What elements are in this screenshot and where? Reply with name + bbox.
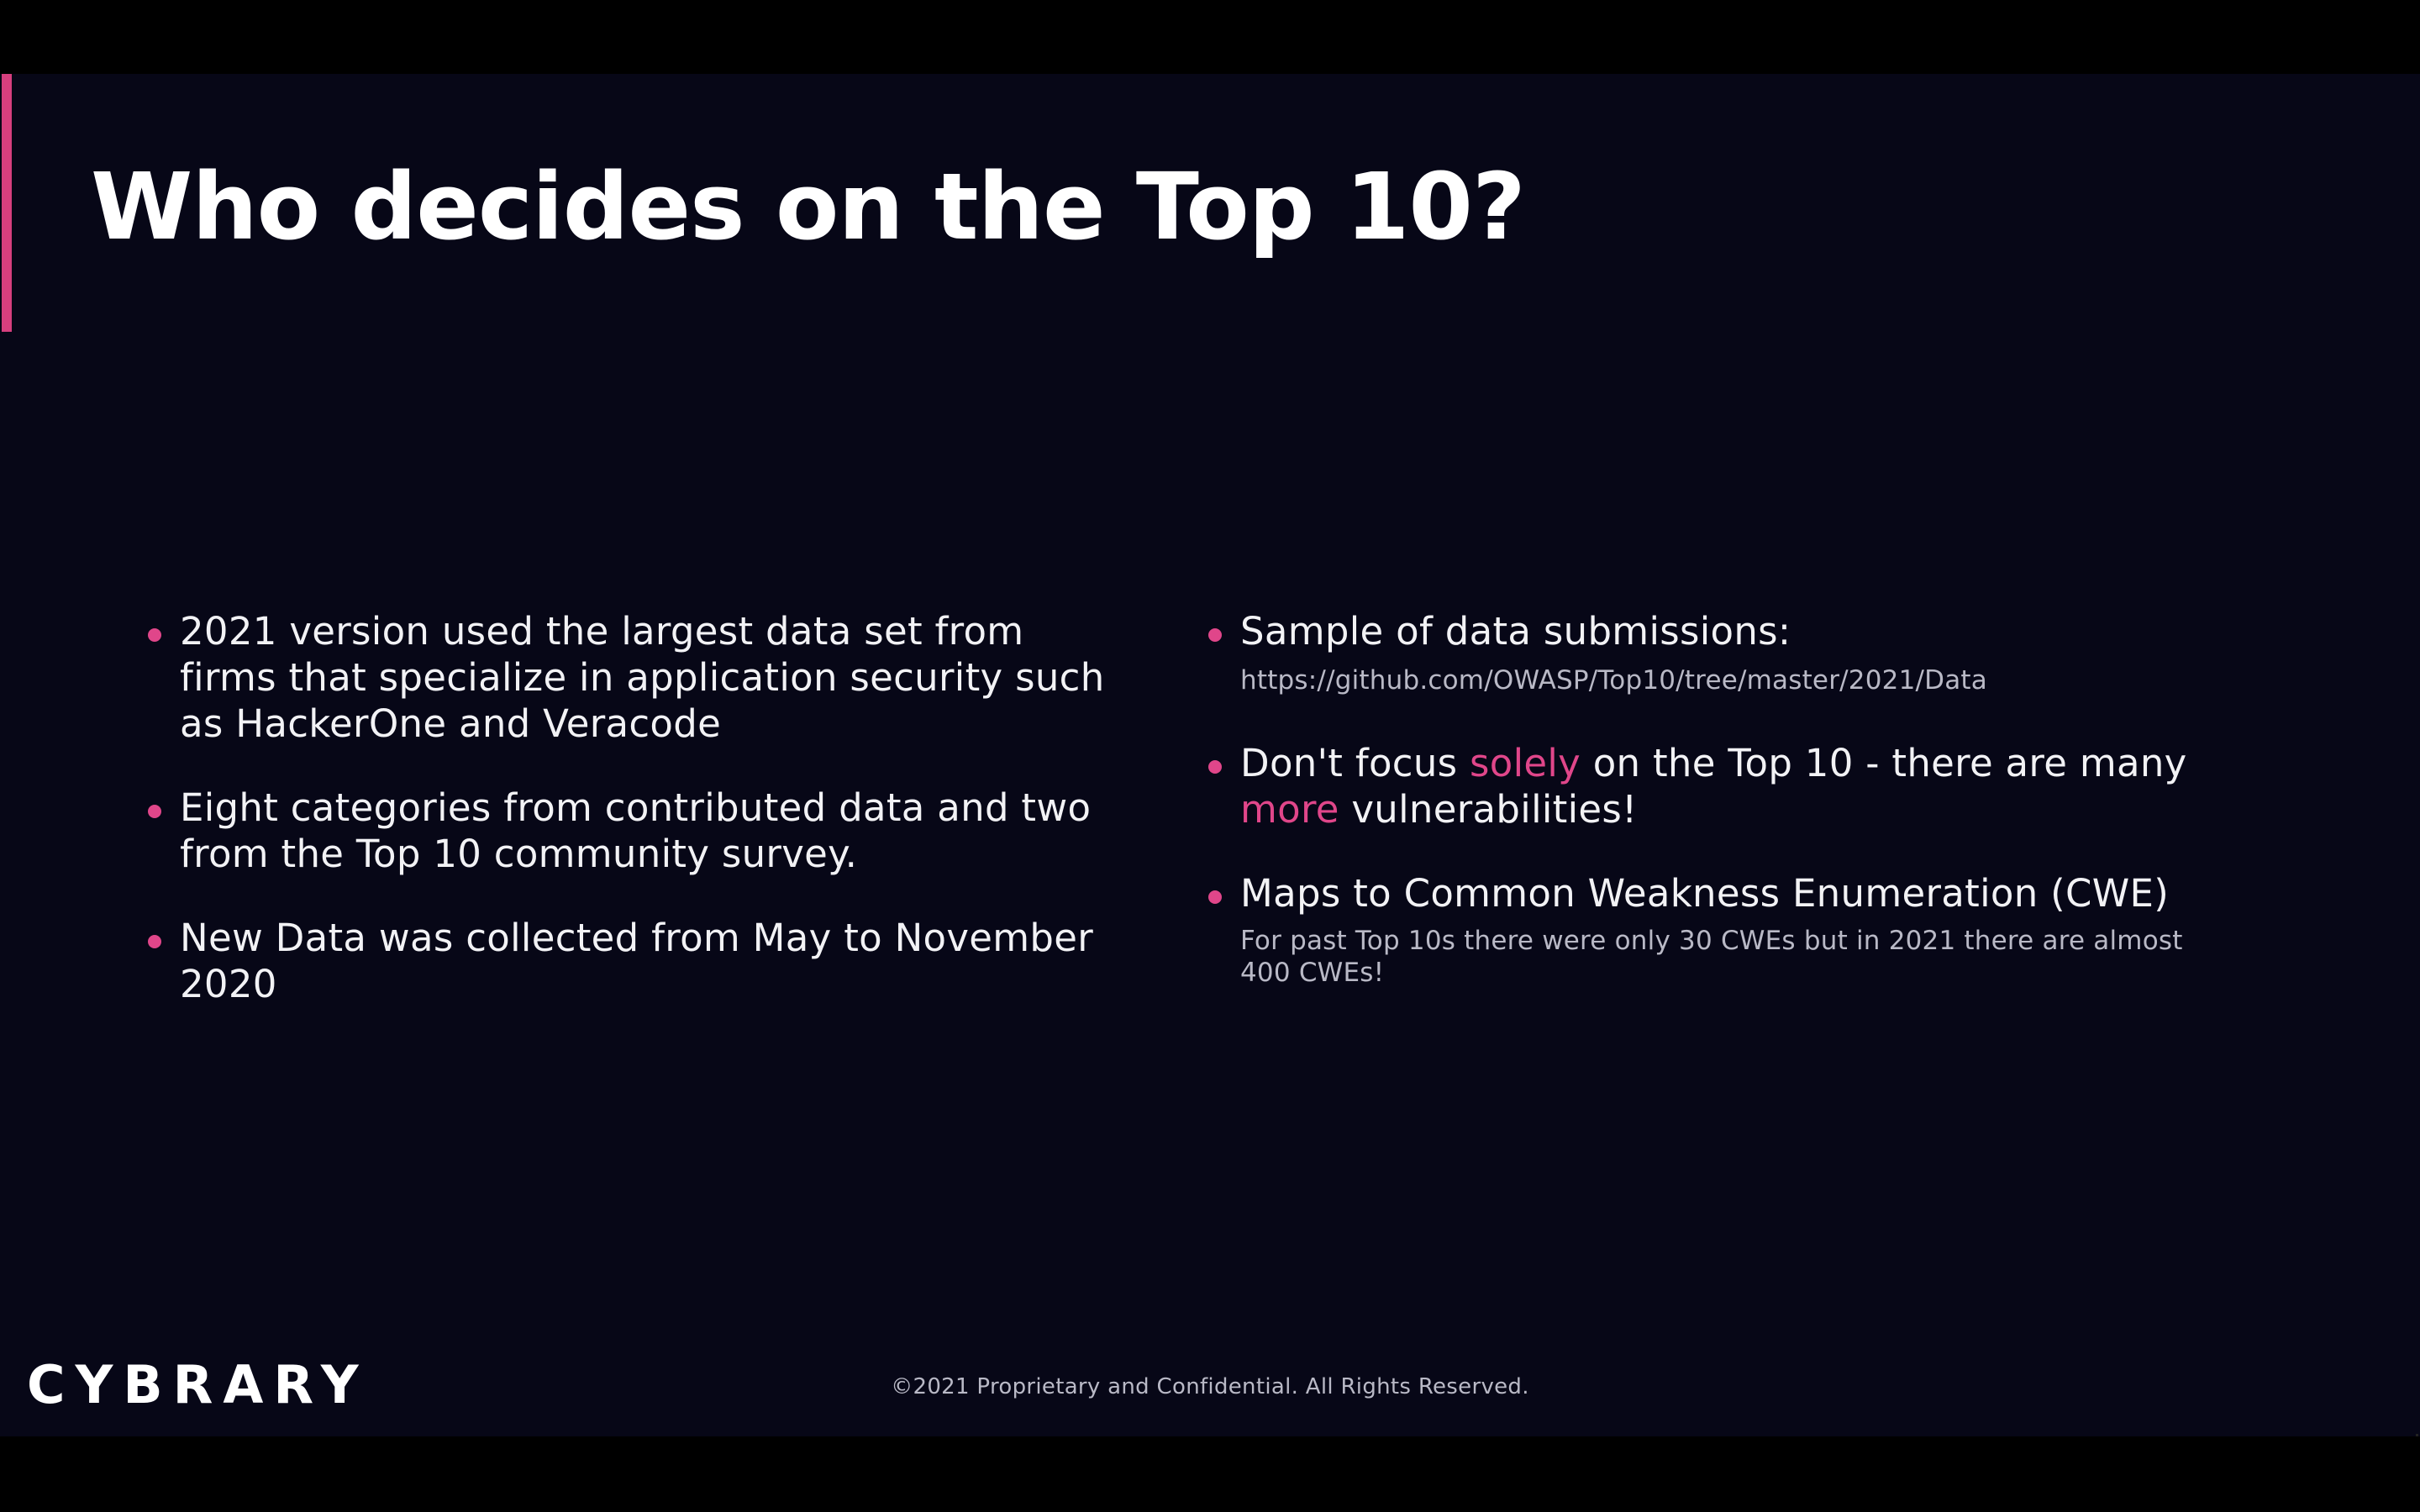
copyright-footer: ©2021 Proprietary and Confidential. All …: [891, 1374, 1529, 1399]
bullet-text: Maps to Common Weakness Enumeration (CWE…: [1240, 871, 2170, 916]
left-bullet-list: 2021 version used the largest data set f…: [143, 608, 1118, 1007]
bullet-text-part: vulnerabilities!: [1339, 787, 1638, 832]
bullet-text-part: Don't focus: [1240, 741, 1470, 785]
bullet-dot-icon: [148, 628, 161, 642]
bullet-dot-icon: [1208, 628, 1222, 642]
bullet-item: 2021 version used the largest data set f…: [143, 608, 1118, 747]
slide-title: Who decides on the Top 10?: [91, 153, 1526, 260]
bullet-dot-icon: [1208, 890, 1222, 904]
bullet-dot-icon: [148, 935, 161, 948]
bullet-dot-icon: [148, 805, 161, 818]
bullet-dot-icon: [1208, 760, 1222, 774]
bullet-item: New Data was collected from May to Novem…: [143, 915, 1118, 1007]
title-accent-bar: [2, 74, 12, 332]
bullet-item: Eight categories from contributed data a…: [143, 785, 1118, 877]
data-submissions-link[interactable]: https://github.com/OWASP/Top10/tree/mast…: [1240, 665, 1987, 696]
presentation-slide: Who decides on the Top 10? 2021 version …: [0, 74, 2420, 1436]
bullet-text: Sample of data submissions:: [1240, 609, 1791, 654]
highlight-solely: solely: [1470, 741, 1581, 785]
corner-mark: [2416, 1434, 2418, 1436]
bullet-text: 2021 version used the largest data set f…: [180, 609, 1105, 746]
bullet-item: Sample of data submissions: https://gith…: [1203, 608, 2195, 696]
bullet-text: Don't focus solely on the Top 10 - there…: [1240, 740, 2195, 832]
highlight-more: more: [1240, 787, 1339, 832]
bullet-text: Eight categories from contributed data a…: [180, 785, 1092, 876]
bullet-item: Don't focus solely on the Top 10 - there…: [1203, 740, 2195, 832]
bullet-text: New Data was collected from May to Novem…: [180, 916, 1094, 1006]
bullet-subtext: For past Top 10s there were only 30 CWEs…: [1240, 926, 2183, 988]
right-bullet-list: Sample of data submissions: https://gith…: [1203, 608, 2195, 989]
cybrary-logo: CYBRARY: [27, 1354, 369, 1415]
bullet-item: Maps to Common Weakness Enumeration (CWE…: [1203, 870, 2195, 989]
bullet-text-part: on the Top 10 - there are many: [1581, 741, 2187, 785]
